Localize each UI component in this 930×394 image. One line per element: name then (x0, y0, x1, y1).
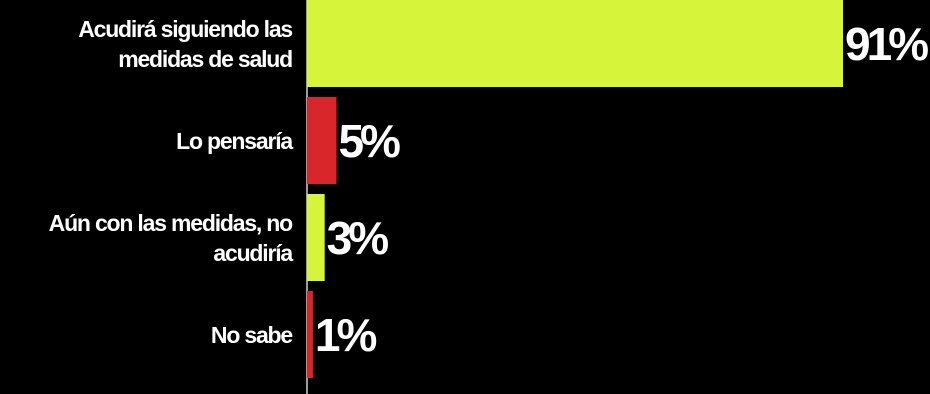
value-label: 1% (314, 308, 378, 361)
bar (307, 97, 337, 184)
value-label: 5% (338, 114, 401, 167)
bar (307, 291, 313, 378)
bar (307, 194, 325, 281)
value-label: 91% (845, 17, 929, 70)
category-label: Acudirá siguiendo las medidas de salud (78, 15, 293, 72)
value-label: 3% (326, 211, 390, 264)
category-label: Lo pensaría (176, 127, 293, 154)
category-label: Aún con las medidas, no acudiría (48, 209, 294, 266)
category-label: No sabe (210, 321, 293, 348)
bar (307, 0, 843, 87)
